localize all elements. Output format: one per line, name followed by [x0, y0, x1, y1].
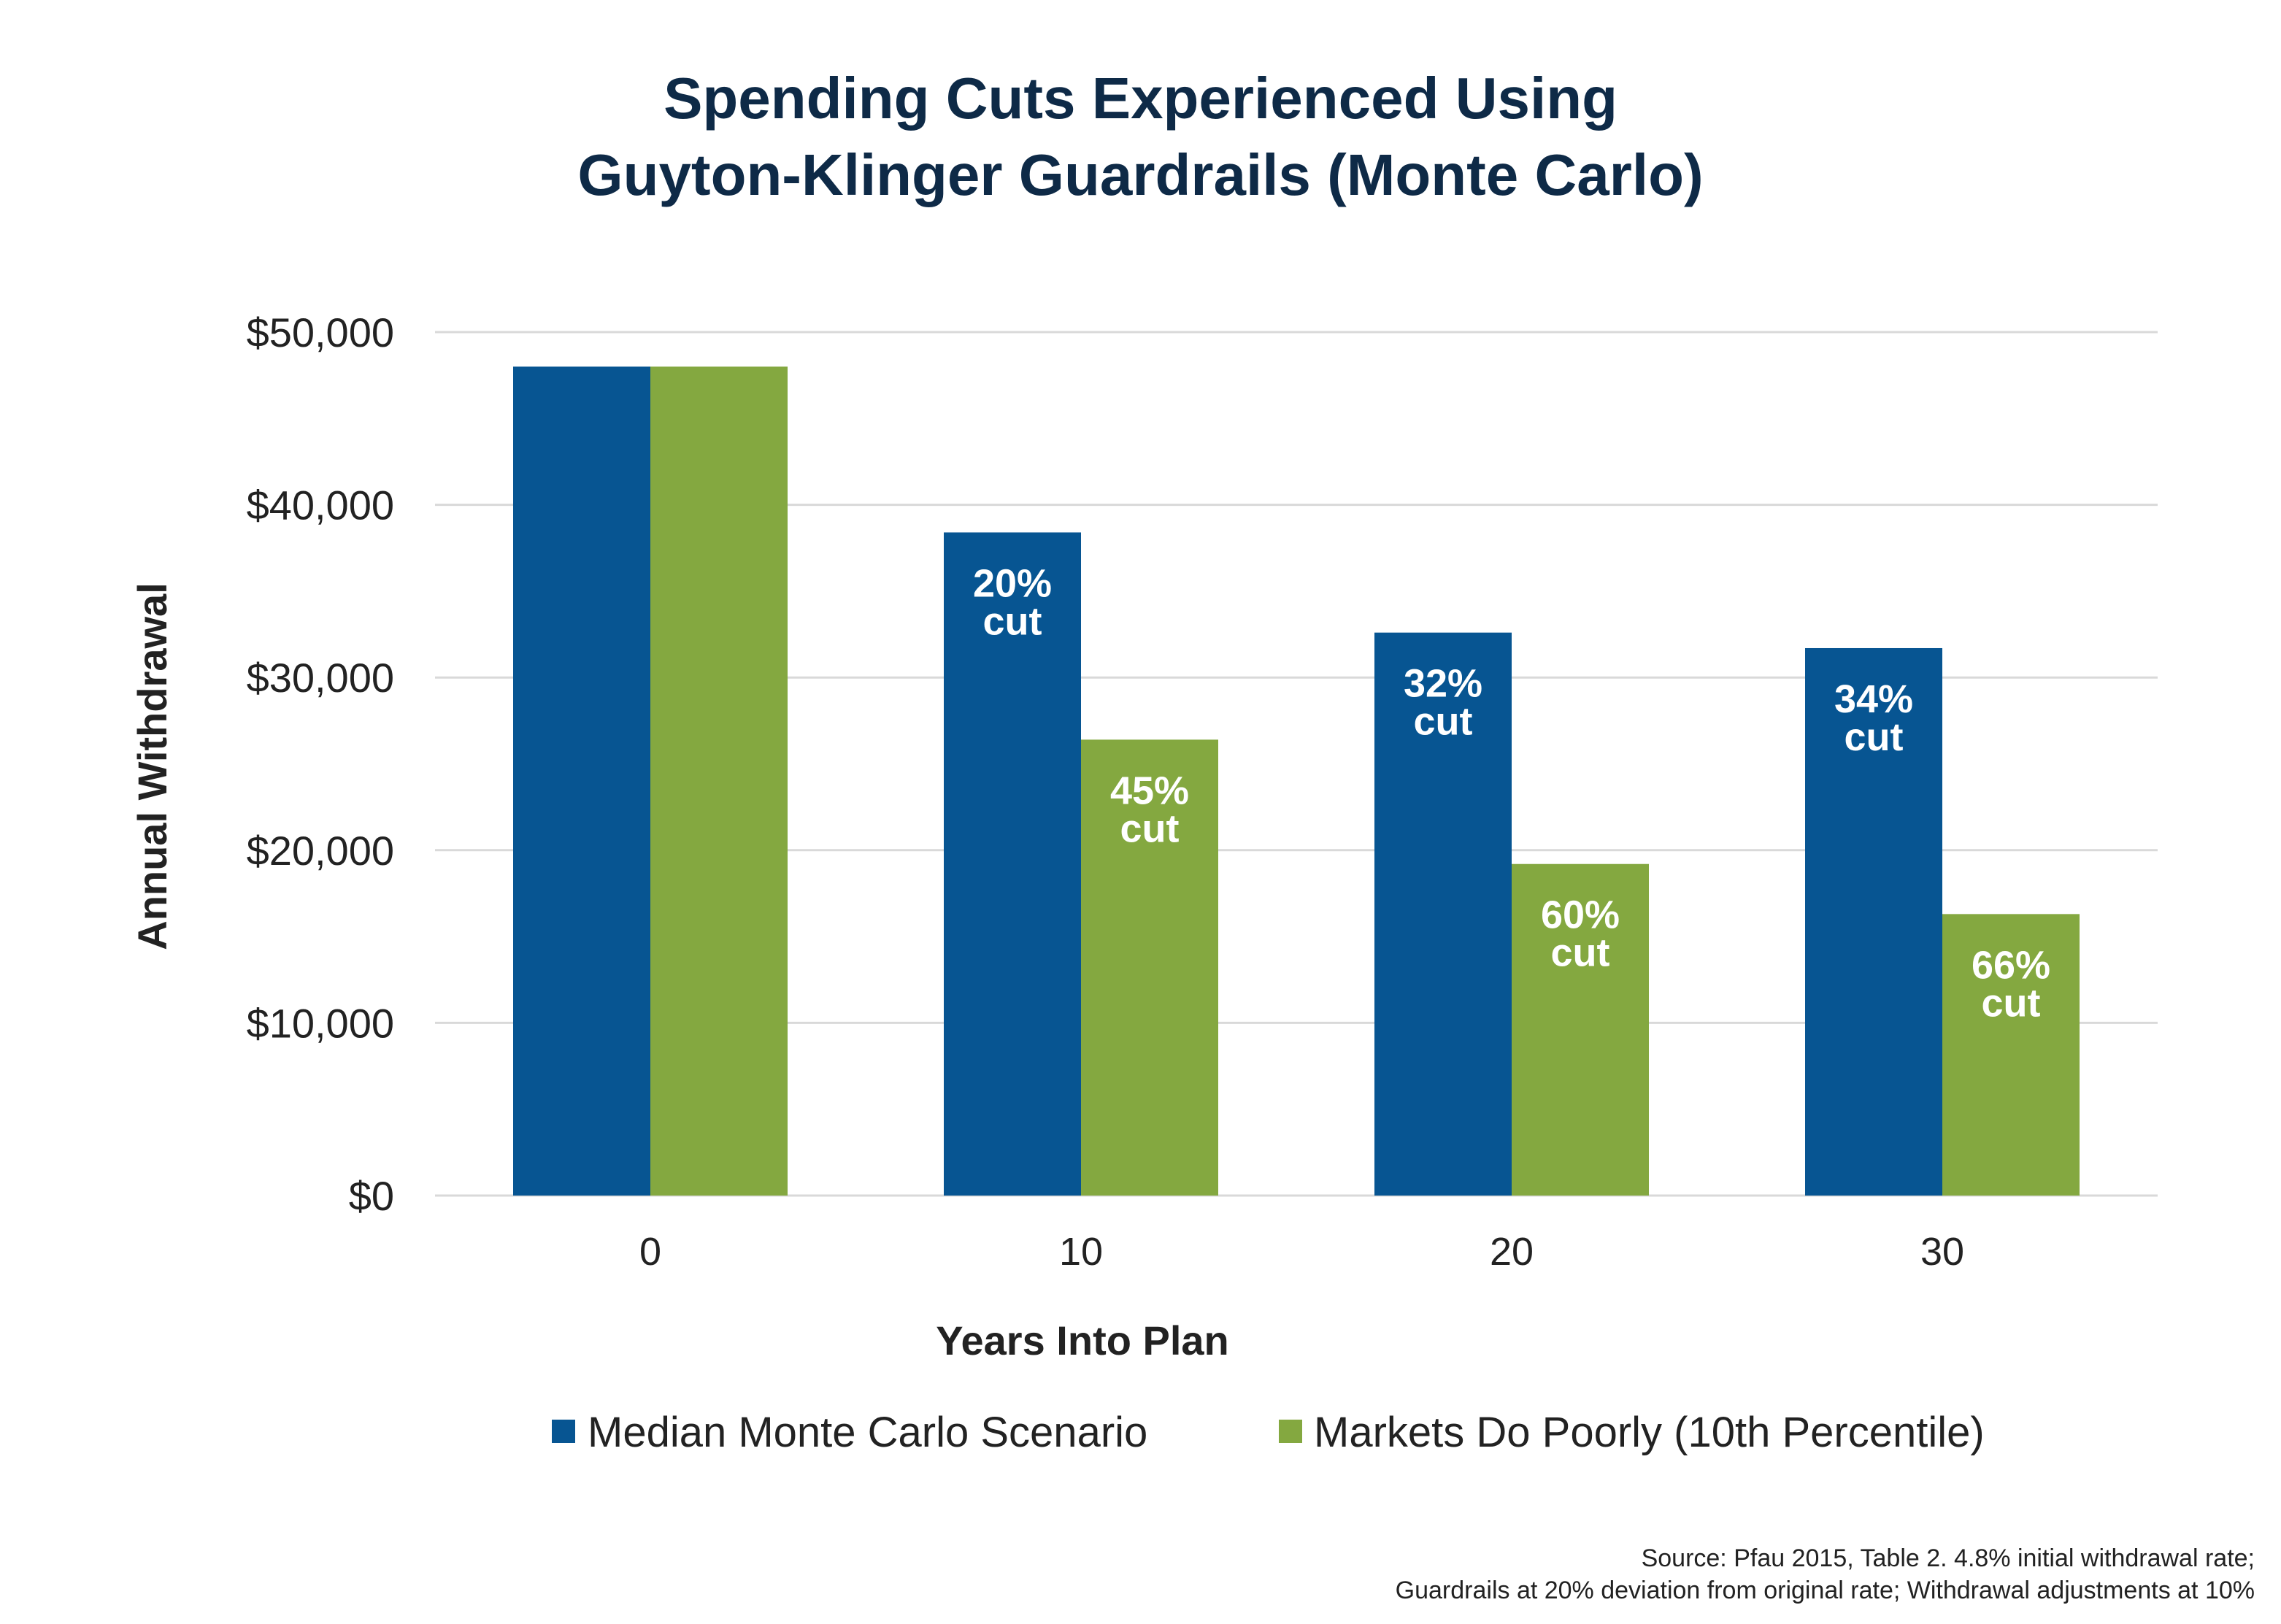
bar-label-series-0-10-line-0: 20%	[973, 561, 1052, 605]
bar-label-series-1-30-line-1: cut	[1982, 981, 2041, 1025]
bars	[513, 366, 2080, 1196]
y-tick-label-2: $20,000	[247, 828, 394, 874]
x-axis-title: Years Into Plan	[936, 1317, 1229, 1363]
bar-label-series-1-20-line-1: cut	[1551, 931, 1610, 975]
bar-label-series-1-10-line-1: cut	[1120, 807, 1180, 850]
source-note-line-1: Source: Pfau 2015, Table 2. 4.8% initial…	[1641, 1544, 2255, 1572]
y-tick-label-5: $50,000	[247, 309, 394, 355]
chart-title-line-2: Guyton-Klinger Guardrails (Monte Carlo)	[577, 142, 1704, 207]
bar-series-1-0	[650, 366, 788, 1196]
legend-swatch-1	[1279, 1420, 1302, 1443]
legend-label-0: Median Monte Carlo Scenario	[588, 1409, 1147, 1456]
y-axis-tick-labels: $0 $10,000 $20,000 $30,000 $40,000 $50,000	[247, 309, 394, 1219]
bar-label-series-1-30-line-0: 66%	[1972, 943, 2050, 987]
bar-label-series-0-10-line-1: cut	[983, 599, 1042, 643]
x-tick-label-10: 10	[1059, 1230, 1103, 1274]
y-tick-label-4: $40,000	[247, 482, 394, 528]
bar-label-series-0-20-line-1: cut	[1414, 700, 1473, 744]
legend-label-1: Markets Do Poorly (10th Percentile)	[1314, 1409, 1985, 1456]
chart-title-line-1: Spending Cuts Experienced Using	[663, 66, 1618, 131]
source-note-line-2: Guardrails at 20% deviation from origina…	[1395, 1577, 2255, 1604]
bar-series-0-10	[944, 532, 1081, 1196]
x-axis-tick-labels: 0 10 20 30	[639, 1230, 1964, 1274]
y-axis-title: Annual Withdrawal	[129, 582, 175, 950]
x-tick-label-30: 30	[1920, 1230, 1964, 1274]
bar-label-series-0-30-line-1: cut	[1845, 715, 1904, 759]
bar-label-series-1-20-line-0: 60%	[1541, 893, 1620, 937]
x-tick-label-20: 20	[1490, 1230, 1534, 1274]
bar-series-1-30	[1942, 914, 2080, 1196]
legend: Median Monte Carlo Scenario Markets Do Po…	[552, 1409, 1985, 1456]
bar-label-series-0-20-line-0: 32%	[1404, 662, 1482, 706]
bar-series-1-20	[1512, 863, 1649, 1196]
bar-series-0-0	[513, 366, 650, 1196]
legend-swatch-0	[552, 1420, 575, 1443]
bar-label-series-1-10-line-0: 45%	[1110, 769, 1189, 812]
bar-label-series-0-30-line-0: 34%	[1834, 677, 1913, 721]
x-tick-label-0: 0	[639, 1230, 661, 1274]
y-tick-label-0: $0	[349, 1173, 394, 1219]
bar-series-1-10	[1081, 739, 1218, 1196]
y-tick-label-1: $10,000	[247, 1000, 394, 1046]
bar-series-0-30	[1805, 647, 1942, 1196]
bar-series-0-20	[1374, 632, 1512, 1196]
y-tick-label-3: $30,000	[247, 655, 394, 701]
